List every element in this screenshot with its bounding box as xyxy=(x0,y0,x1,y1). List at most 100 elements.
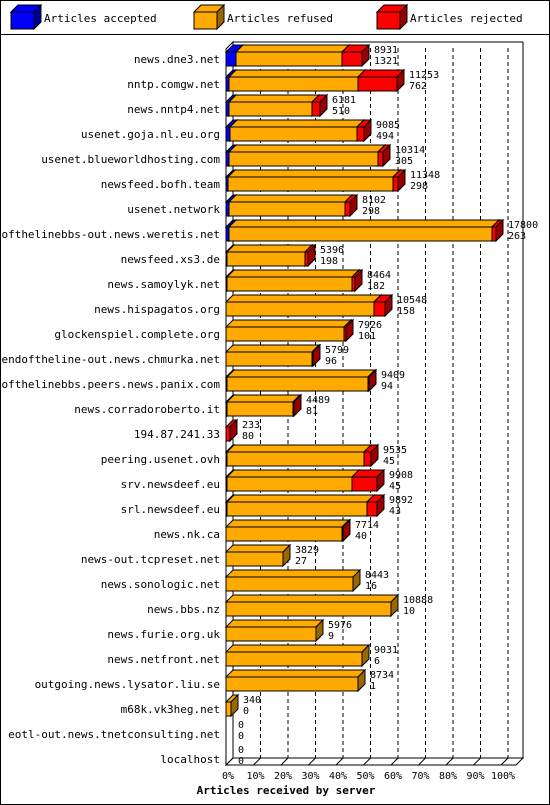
refused-bar xyxy=(225,326,345,342)
refused-bar xyxy=(227,176,394,192)
total-label: 9031 xyxy=(374,645,398,656)
rejected-label: 10 xyxy=(403,606,415,617)
rejected-label: 101 xyxy=(358,331,376,342)
tick-mark xyxy=(500,757,509,766)
server-label: 194.87.241.33 xyxy=(134,428,220,441)
refused-bar-top xyxy=(225,444,373,453)
refused-bar-top xyxy=(224,319,353,328)
rejected-label: 43 xyxy=(389,506,401,517)
refused-bar xyxy=(226,501,368,517)
total-label: 3829 xyxy=(295,545,319,556)
rejected-label: 158 xyxy=(397,306,415,317)
legend-divider xyxy=(1,34,549,35)
server-label: peering.usenet.ovh xyxy=(101,453,220,466)
refused-bar-top xyxy=(224,669,367,678)
refused-bar xyxy=(225,351,313,367)
refused-bar xyxy=(225,576,354,592)
server-label: nntp.comgw.net xyxy=(127,78,220,91)
refused-bar-top xyxy=(225,469,361,478)
server-label: endoftheline-out.news.chmurka.net xyxy=(1,353,220,366)
server-label: news.bbs.nz xyxy=(147,603,220,616)
x-tick-label: 100% xyxy=(491,771,515,782)
tick-mark xyxy=(335,757,344,766)
server-label: m68k.vk3heg.net xyxy=(121,703,220,716)
legend-rejected-swatch xyxy=(376,4,408,30)
refused-bar xyxy=(229,126,358,142)
rejected-bar-side xyxy=(354,268,363,293)
rejected-bar-side xyxy=(384,293,393,318)
tick-mark xyxy=(225,757,234,766)
refused-bar-top xyxy=(224,619,325,628)
rejected-bar xyxy=(363,451,372,467)
total-label: 9409 xyxy=(381,370,405,381)
legend-refused-label: Articles refused xyxy=(227,12,333,25)
rejected-label: 198 xyxy=(320,256,338,267)
refused-bar xyxy=(228,201,346,217)
refused-bar xyxy=(226,451,365,467)
rejected-label: 96 xyxy=(325,356,337,367)
refused-bar-top xyxy=(227,69,367,78)
server-label: endofthelinebbs.peers.news.panix.com xyxy=(0,378,220,391)
server-label: eotl-out.news.tnetconsulting.net xyxy=(8,728,220,741)
x-tick-label: 70% xyxy=(411,771,429,782)
total-label: 11253 xyxy=(409,70,439,81)
rejected-bar xyxy=(351,476,378,492)
total-label: 8464 xyxy=(367,270,391,281)
server-label: news.sonologic.net xyxy=(101,578,220,591)
server-label: news.corradoroberto.it xyxy=(74,403,220,416)
server-label: news.furie.org.uk xyxy=(107,628,220,641)
total-label: 9892 xyxy=(389,495,413,506)
total-label: 0 xyxy=(238,745,244,756)
rejected-bar-side xyxy=(307,243,316,268)
total-label: 9535 xyxy=(383,445,407,456)
refused-bar-side xyxy=(282,543,291,568)
rejected-bar xyxy=(366,501,378,517)
total-label: 5396 xyxy=(320,245,344,256)
rejected-label: 94 xyxy=(381,381,393,392)
refused-bar-top xyxy=(226,169,402,178)
rejected-bar-side xyxy=(345,318,354,343)
tick-mark xyxy=(253,757,261,766)
legend-accepted-label: Articles accepted xyxy=(44,12,157,25)
rejected-label: 510 xyxy=(332,106,350,117)
rejected-bar-side xyxy=(396,68,405,93)
rejected-label: 0 xyxy=(238,731,244,742)
server-label: srl.newsdeef.eu xyxy=(121,503,220,516)
refused-bar-top xyxy=(224,344,321,353)
refused-bar-top xyxy=(225,269,361,278)
rejected-label: 81 xyxy=(306,406,318,417)
refused-bar-top xyxy=(224,594,400,603)
refused-bar xyxy=(225,626,317,642)
x-tick-label: 40% xyxy=(329,771,347,782)
legend-accepted-swatch xyxy=(10,4,42,30)
x-tick-label: 60% xyxy=(384,771,402,782)
total-label: 6181 xyxy=(332,95,356,106)
rejected-label: 762 xyxy=(409,81,427,92)
server-label: usenet.network xyxy=(127,203,220,216)
rejected-bar-top xyxy=(356,69,406,78)
rejected-bar xyxy=(311,101,321,117)
server-label: newsfeed.bofh.team xyxy=(101,178,221,191)
rejected-label: 6 xyxy=(374,656,380,667)
refused-bar xyxy=(225,676,359,692)
server-label: news-out.tcpreset.net xyxy=(81,553,220,566)
accepted-bar xyxy=(225,126,231,142)
refused-bar-top xyxy=(224,644,371,653)
rejected-label: 16 xyxy=(365,581,377,592)
x-tick-label: 50% xyxy=(356,771,374,782)
rejected-bar-side xyxy=(349,193,358,218)
rejected-label: 1 xyxy=(370,681,376,692)
rejected-bar-side xyxy=(368,368,377,393)
tick-mark xyxy=(280,757,289,766)
rejected-bar-side xyxy=(376,493,385,518)
refused-bar xyxy=(228,76,359,92)
server-label: localhost xyxy=(160,753,220,766)
total-label: 9908 xyxy=(389,470,413,481)
total-label: 8102 xyxy=(362,195,386,206)
rejected-label: 0 xyxy=(243,706,249,717)
total-label: 11348 xyxy=(410,170,440,181)
refused-bar xyxy=(225,551,284,567)
refused-bar-top xyxy=(228,119,366,128)
total-label: 8734 xyxy=(370,670,394,681)
rejected-label: 0 xyxy=(238,756,244,767)
